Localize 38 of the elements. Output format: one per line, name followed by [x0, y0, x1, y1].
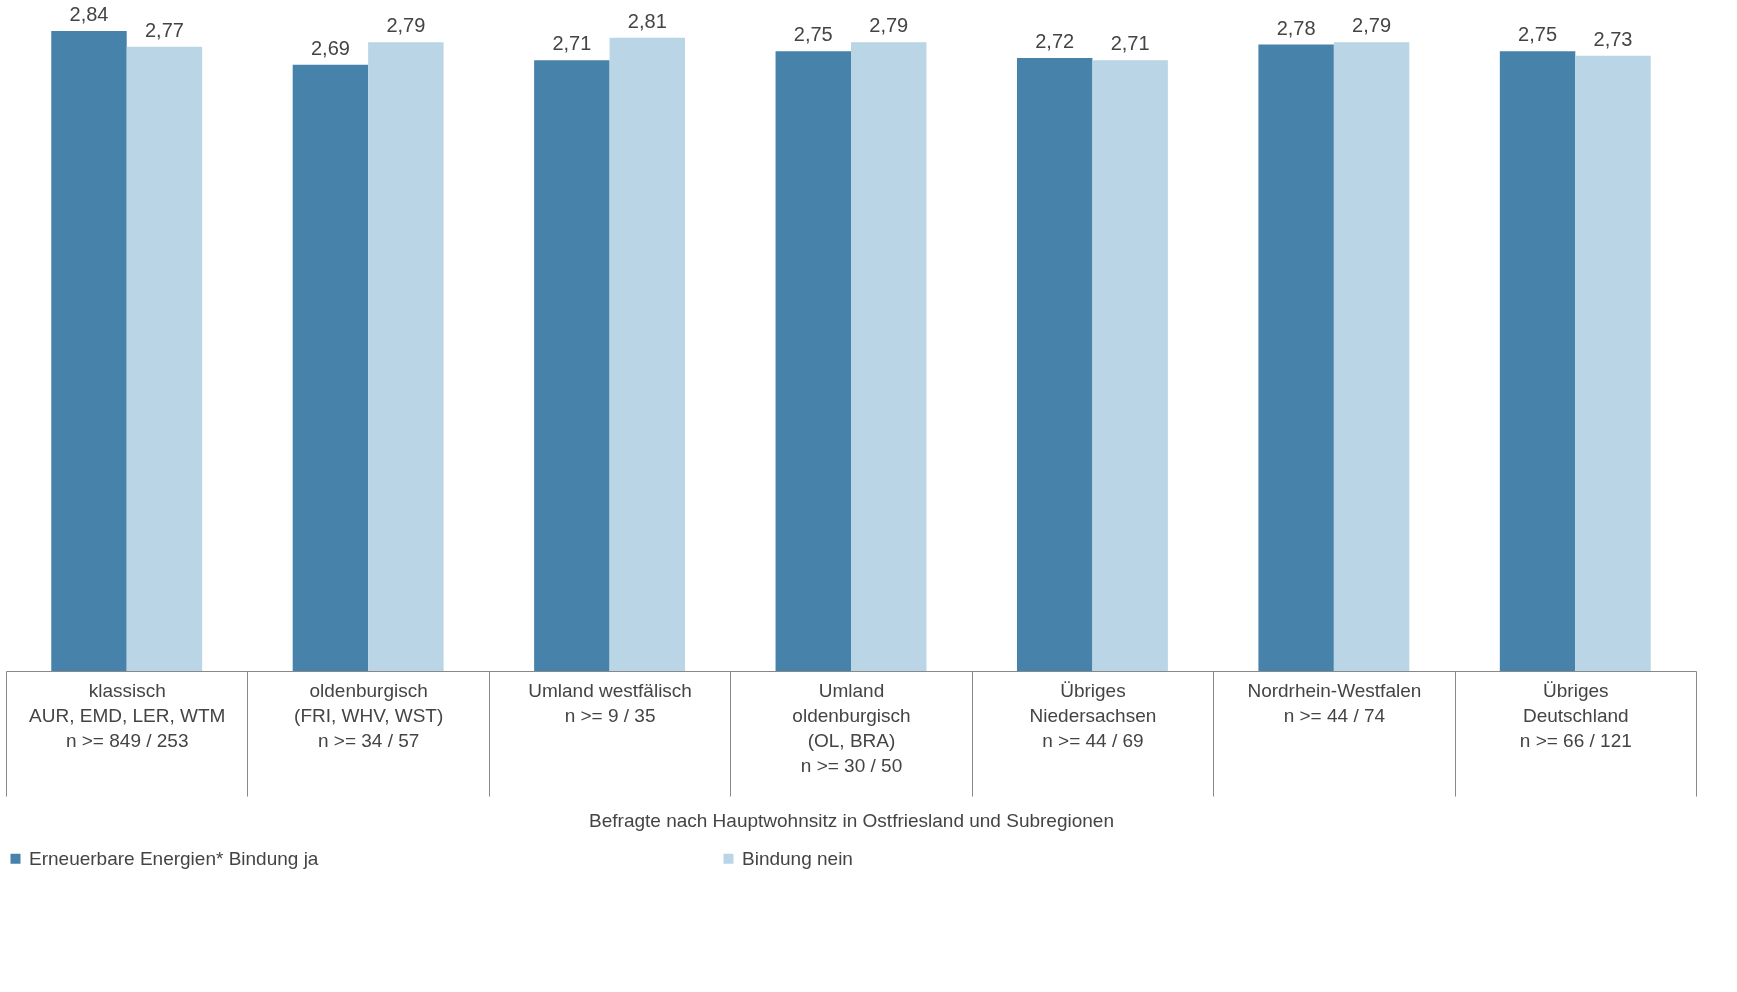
bar	[1333, 42, 1410, 671]
bar	[851, 42, 927, 671]
bar	[51, 31, 127, 671]
bar	[1499, 51, 1576, 671]
data-label: 2,75	[1518, 23, 1558, 46]
x-tick-label: Umland westfälisch n >= 9 / 35	[528, 679, 692, 726]
bar	[1258, 44, 1334, 671]
data-label: 2,79	[1352, 14, 1392, 37]
data-label: 2,71	[1110, 32, 1150, 55]
data-label: 2,73	[1593, 27, 1633, 50]
bar	[775, 51, 851, 671]
x-tick-label: klassisch AUR, EMD, LER, WTM n >= 849 / 253	[29, 679, 226, 751]
data-label: 2,72	[1035, 30, 1075, 53]
x-tick-label: Übriges Deutschland n >= 66 / 121	[1519, 679, 1632, 751]
x-axis-title: Befragte nach Hauptwohnsitz in Ostfriesland und Subregionen	[589, 810, 1114, 831]
bar	[1016, 58, 1093, 671]
x-tick-label: Nordrhein-Westfalen n >= 44 / 74	[1247, 679, 1422, 726]
data-label: 2,77	[144, 18, 184, 41]
bar	[126, 46, 203, 671]
data-label: 2,71	[552, 32, 592, 55]
data-label: 2,75	[793, 23, 833, 46]
legend-label: Erneuerbare Energien* Bindung ja	[29, 847, 319, 869]
bar	[609, 37, 686, 671]
bar	[1575, 55, 1651, 671]
legend-label: Bindung nein	[742, 847, 853, 869]
data-label: 2,81	[627, 9, 667, 32]
bar	[1092, 60, 1168, 671]
bar	[292, 64, 369, 671]
bar	[368, 42, 444, 671]
x-tick-label: Übriges Niedersachsen n >= 44 / 69	[1029, 679, 1157, 751]
x-tick-label: oldenburgisch (FRI, WHV, WST) n >= 34 / 57	[294, 679, 444, 751]
x-tick-label: Umland oldenburgisch (OL, BRA) n >= 30 / 50	[792, 679, 911, 776]
data-label: 2,84	[69, 3, 109, 25]
data-label: 2,69	[310, 36, 350, 59]
bar	[534, 60, 610, 671]
data-label: 2,79	[386, 14, 426, 37]
data-label: 2,79	[869, 14, 909, 37]
data-label: 2,78	[1276, 16, 1316, 39]
